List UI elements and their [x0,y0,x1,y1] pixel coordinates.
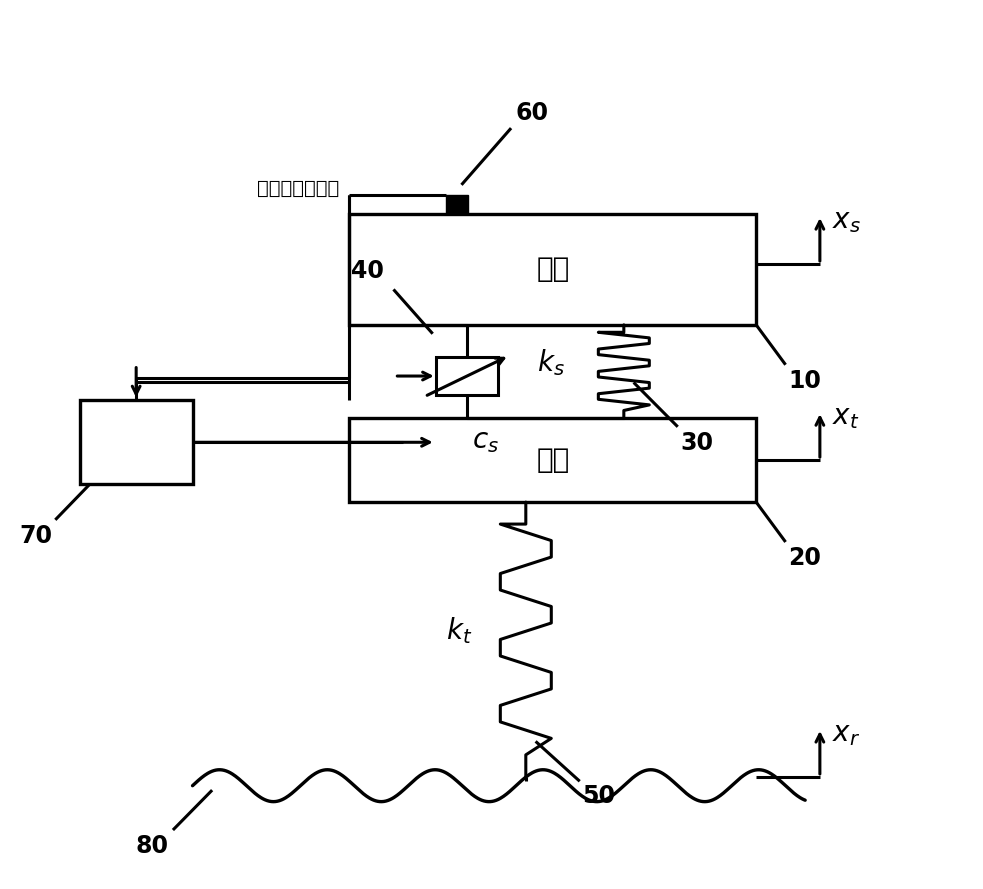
Text: 60: 60 [516,100,549,124]
Bar [446,195,468,214]
Text: 30: 30 [680,431,714,455]
Text: 车身: 车身 [536,255,569,284]
Bar [435,357,498,395]
Text: 50: 50 [583,784,615,808]
Text: 垂直加速度信号: 垂直加速度信号 [258,180,339,198]
Text: $x_s$: $x_s$ [832,207,860,236]
Text: 20: 20 [788,547,822,571]
Text: $x_t$: $x_t$ [832,404,859,431]
Text: $x_r$: $x_r$ [832,720,860,749]
Bar [349,418,756,502]
Text: $c_s$: $c_s$ [472,427,499,455]
Text: $k_s$: $k_s$ [537,347,565,378]
Text: 40: 40 [351,260,383,284]
Text: 车轮: 车轮 [536,446,569,474]
Text: 70: 70 [20,525,52,549]
Bar [80,400,193,485]
Text: 10: 10 [788,369,822,393]
Text: 80: 80 [135,835,168,859]
Bar [349,214,756,324]
Text: $k_t$: $k_t$ [445,615,472,646]
